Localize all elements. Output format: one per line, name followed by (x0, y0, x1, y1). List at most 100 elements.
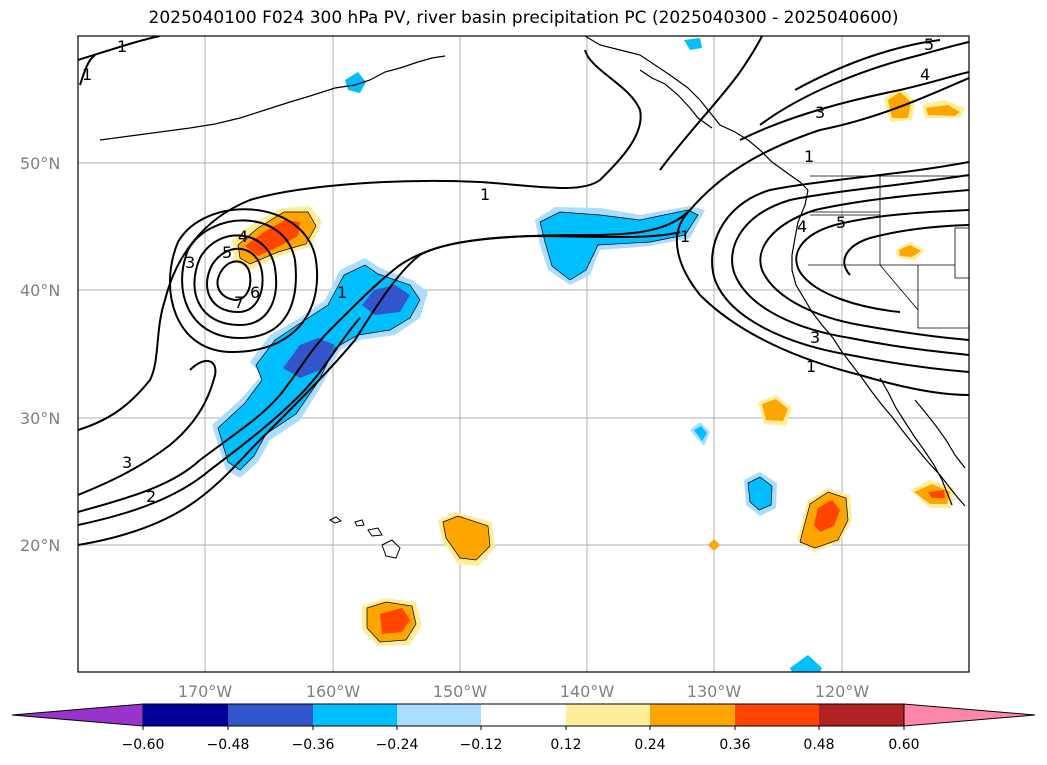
contour-labels: 1 1 1 1 1 1 1 2 3 3 3 4 4 5 5 5 6 7 4 3 (82, 35, 934, 506)
contour-label-4c: 4 (797, 217, 807, 236)
contour-label-1d: 1 (337, 283, 347, 302)
contour-line-nw1 (78, 36, 161, 61)
outline-north-orange (237, 211, 317, 265)
lat-label-50n: 50°N (20, 154, 60, 173)
contour-label-1a: 1 (117, 37, 127, 56)
contour-label-3c: 3 (815, 103, 825, 122)
colorbar-tick-label: −0.24 (376, 737, 419, 753)
lon-label-160w: 160°W (306, 682, 361, 701)
precip-orange-nevada (899, 245, 921, 257)
contour-ring-4 (181, 219, 297, 340)
contour-line-nw2 (79, 54, 96, 86)
colorbar-ticks (142, 726, 905, 730)
contour-label-1f: 1 (804, 147, 814, 166)
colorbar-tick-label: −0.48 (207, 737, 250, 753)
contour-line-e3 (759, 189, 969, 341)
contour-line-e1 (711, 161, 969, 373)
contour-label-4b: 4 (920, 65, 930, 84)
outline-central (539, 209, 699, 281)
coast-gulf-ca (914, 399, 966, 469)
contour-ring-6 (206, 247, 264, 314)
precip-blue-bc (684, 38, 702, 50)
contour-line-1-south (78, 77, 969, 546)
hawaii-island-big (381, 539, 401, 559)
colorbar-bin-3 (313, 704, 397, 726)
precip-red-baja (928, 490, 945, 498)
colorbar-extend-high (903, 703, 1036, 727)
contour-line-n3 (759, 41, 969, 126)
contour-line-2b (78, 317, 361, 526)
precip-orange-dot (708, 539, 720, 551)
contour-label-7: 7 (234, 293, 244, 312)
contour-ring-5 (193, 234, 277, 327)
contour-line-n1 (659, 36, 763, 171)
border-states-3 (879, 215, 919, 311)
contour-line-e5 (843, 224, 969, 276)
border-states-4 (917, 265, 969, 329)
colorbar-tick-label: 0.60 (888, 737, 919, 753)
contour-ring-7 (216, 260, 252, 302)
lon-label-140w: 140°W (560, 682, 615, 701)
contour-line-1-east (675, 209, 969, 396)
longitude-labels: 170°W 160°W 150°W 140°W 130°W 120°W (178, 682, 870, 701)
latitude-labels: 50°N 40°N 30°N 20°N (20, 154, 60, 555)
colorbar-bin-1 (143, 704, 228, 726)
outline-hawaii-orange (442, 515, 491, 561)
lon-label-130w: 130°W (687, 682, 742, 701)
contour-label-2: 2 (146, 487, 156, 506)
precip-blue-alaska (345, 72, 366, 93)
colorbar-bin-8 (735, 704, 819, 726)
map-title: 2025040100 F024 300 hPa PV, river basin … (148, 8, 899, 28)
contour-label-5c: 5 (836, 213, 846, 232)
precip-red-north (245, 220, 300, 256)
colorbar-bin-2 (228, 704, 313, 726)
lon-label-170w: 170°W (178, 682, 233, 701)
precip-orange-baja2 (762, 399, 788, 421)
contour-line-e2 (731, 174, 969, 356)
colorbar-tick-label: −0.60 (122, 737, 165, 753)
contour-label-3a: 3 (122, 453, 132, 472)
colorbar-tick-label: 0.12 (550, 737, 581, 753)
contour-label-1c: 1 (480, 185, 490, 204)
coast-baja (879, 377, 953, 506)
precip-royalblue-2 (362, 285, 410, 315)
precip-orange-idaho (888, 92, 911, 118)
colorbar-tick-label: −0.36 (292, 737, 335, 753)
colorbar-bin-6 (566, 704, 650, 726)
coast-aleutians (99, 55, 446, 141)
contour-label-3d: 3 (810, 328, 820, 347)
precip-orange-hawaii (443, 516, 490, 560)
outline-mex-orange (799, 491, 849, 549)
precip-blue-south (790, 655, 822, 672)
contour-line-e4 (795, 209, 969, 313)
contour-ring-3 (168, 208, 319, 354)
colorbar-tick-label: 0.36 (719, 737, 750, 753)
lat-label-20n: 20°N (20, 536, 60, 555)
colorbar-bin-9 (819, 704, 904, 726)
outline-band (217, 264, 421, 471)
outline-south-orange (366, 601, 417, 643)
colorbar-bin-7 (650, 704, 735, 726)
contour-line-n2 (739, 71, 969, 141)
lon-label-120w: 120°W (815, 682, 870, 701)
map-frame (77, 35, 970, 673)
coast-bc-islands (639, 69, 713, 129)
lat-label-40n: 40°N (20, 281, 60, 300)
precip-blue-mex (748, 477, 772, 510)
colorbar-outline (143, 703, 904, 727)
contour-label-4a: 4 (238, 227, 248, 246)
precip-red-mex (814, 500, 840, 532)
precip-red-south (380, 608, 410, 634)
contour-label-1b: 1 (82, 65, 92, 84)
precip-orange-mt (926, 105, 960, 116)
contour-label-3b: 3 (185, 253, 195, 272)
map-area (78, 36, 969, 672)
lon-label-150w: 150°W (433, 682, 488, 701)
hawaii-island-1 (328, 516, 343, 524)
colorbar-bin-4 (397, 704, 481, 726)
hawaii-island-2 (354, 519, 365, 527)
precip-outlines (217, 209, 849, 643)
contour-label-5a: 5 (222, 243, 232, 262)
contour-label-5b: 5 (924, 35, 934, 54)
